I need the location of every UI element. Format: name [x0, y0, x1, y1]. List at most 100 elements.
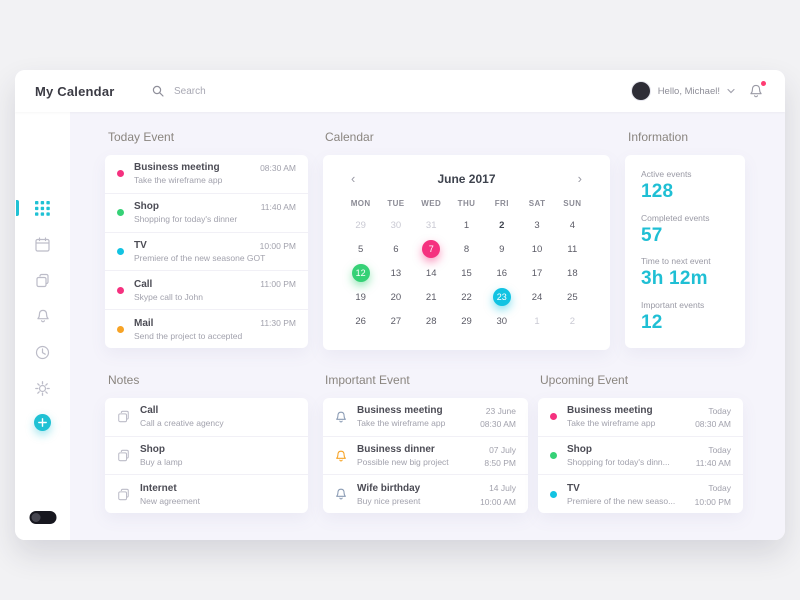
sidebar-item-settings[interactable] [33, 378, 53, 398]
note-row[interactable]: Call Call a creative agency [105, 398, 308, 437]
upcoming-event-row[interactable]: Shop Shopping for today's dinn... Today 11… [538, 437, 743, 476]
calendar-day[interactable]: 6 [393, 243, 399, 255]
important-event-row[interactable]: Wife birthday Buy nice present 14 July 10:… [323, 475, 528, 513]
calendar-day[interactable]: 2 [569, 315, 575, 327]
calendar-day[interactable]: 1 [534, 315, 540, 327]
note-row[interactable]: Shop Buy a lamp [105, 437, 308, 476]
important-event-row[interactable]: Business meeting Take the wireframe app 2… [323, 398, 528, 437]
user-avatar[interactable] [630, 81, 651, 101]
calendar-day[interactable]: 19 [355, 291, 366, 303]
calendar-day[interactable]: 15 [461, 267, 472, 279]
calendar-day[interactable]: 1 [463, 219, 470, 231]
event-time: 11:30 PM [260, 318, 296, 329]
day-name: TUE [387, 199, 405, 208]
important-event-row[interactable]: Business dinner Possible new big project … [323, 437, 528, 476]
event-date: 23 June [485, 406, 516, 416]
calendar-next-button[interactable]: › [577, 171, 582, 186]
stat-value: 128 [641, 181, 674, 202]
event-date: Today [708, 483, 731, 494]
calendar-day[interactable]: 26 [355, 315, 366, 327]
bell-icon [335, 410, 347, 424]
add-button[interactable] [34, 414, 51, 431]
calendar-day[interactable]: 28 [425, 315, 437, 327]
event-row[interactable]: TV Premiere of the new seasone GOT 10:00 … [105, 233, 308, 272]
calendar-day[interactable]: 30 [496, 315, 508, 327]
main-content: Today Event Business meeting Take the wir… [70, 112, 785, 540]
calendar-day[interactable]: 5 [357, 243, 364, 255]
calendar-day[interactable]: 9 [499, 243, 505, 255]
calendar-day[interactable]: 27 [390, 315, 402, 327]
event-title: Business meeting [357, 405, 443, 417]
calendar-day[interactable]: 31 [425, 219, 437, 231]
calendar-day[interactable]: 22 [461, 291, 472, 303]
event-row[interactable]: Shop Shopping for today's dinner 11:40 AM [105, 194, 308, 233]
stat-value: 57 [641, 224, 663, 246]
calendar-day[interactable]: 2 [499, 219, 505, 231]
calendar-day[interactable]: 3 [534, 219, 540, 231]
calendar-day[interactable]: 23 [484, 288, 519, 306]
sidebar-item-calendar[interactable] [33, 234, 53, 254]
chevron-down-icon [727, 88, 735, 94]
calendar-day[interactable]: 20 [390, 291, 402, 303]
theme-toggle[interactable] [29, 511, 56, 524]
sidebar-item-history[interactable] [33, 342, 53, 362]
calendar-card: ‹ June 2017 › MON TUE WED THU FRI SAT SU… [323, 155, 610, 350]
event-row[interactable]: Call Skype call to John 11:00 PM [105, 271, 308, 311]
calendar-day[interactable]: 21 [425, 291, 437, 303]
event-desc: Possible new big project [357, 457, 449, 467]
calendar-day[interactable]: 7 [414, 240, 449, 258]
event-title: Mail [134, 317, 154, 329]
event-title: Business meeting [134, 162, 220, 174]
search-input[interactable] [172, 84, 306, 98]
event-date: 14 July [489, 483, 516, 494]
upcoming-event-row[interactable]: Business meeting Take the wireframe app T… [538, 398, 743, 437]
upcoming-event-heading: Upcoming Event [540, 373, 629, 387]
calendar-day[interactable]: 4 [569, 219, 575, 231]
calendar-day[interactable]: 29 [461, 315, 472, 327]
event-time: 11:00 PM [260, 279, 296, 290]
note-icon [117, 410, 130, 423]
calendar-day[interactable]: 14 [425, 267, 437, 279]
upcoming-event-card: Business meeting Take the wireframe app T… [538, 398, 743, 513]
calendar-day-highlight: 12 [351, 264, 370, 282]
event-row[interactable]: Mail Send the project to accepted 11:30 P… [105, 310, 308, 348]
sidebar-item-notes[interactable] [33, 270, 53, 290]
note-row[interactable]: Internet New agreement [105, 475, 308, 513]
calendar-day[interactable]: 18 [567, 267, 578, 279]
event-color-dot [117, 325, 124, 333]
calendar-day[interactable]: 12 [343, 264, 378, 282]
calendar-day[interactable]: 17 [531, 267, 543, 279]
event-desc: Send the project to accepted [134, 330, 243, 341]
calendar-day[interactable]: 25 [567, 291, 578, 303]
calendar-day[interactable]: 10 [531, 243, 543, 255]
event-desc: Premiere of the new seasone GOT [134, 252, 266, 263]
day-name: MON [350, 199, 371, 208]
calendar-day[interactable]: 13 [390, 267, 402, 279]
sidebar-item-apps[interactable] [15, 198, 53, 218]
event-title: Business meeting [567, 405, 653, 417]
upcoming-event-row[interactable]: TV Premiere of the new seaso... Today 10:0… [538, 475, 743, 513]
calendar-day[interactable]: 29 [355, 219, 366, 231]
calendar-day[interactable]: 16 [496, 267, 508, 279]
clock-icon [35, 345, 50, 360]
sidebar-item-notifications[interactable] [33, 306, 53, 326]
event-time: 08:30 AM [480, 419, 516, 430]
user-menu[interactable]: Hello, Michael! [630, 81, 735, 101]
important-event-card: Business meeting Take the wireframe app 2… [323, 398, 528, 513]
notification-badge [761, 81, 766, 86]
toggle-knob [31, 513, 40, 522]
event-time: 10:00 AM [480, 496, 516, 507]
calendar-day[interactable]: 11 [567, 243, 578, 255]
calendar-day[interactable]: 24 [531, 291, 543, 303]
notifications-button[interactable] [749, 81, 766, 99]
calendar-day[interactable]: 8 [463, 243, 470, 255]
event-title: Shop [134, 201, 159, 213]
calendar-prev-button[interactable]: ‹ [351, 171, 356, 186]
event-desc: Shopping for today's dinner [134, 214, 238, 225]
bell-icon [335, 487, 347, 501]
user-greeting: Hello, Michael! [657, 85, 720, 97]
calendar-day[interactable]: 30 [390, 219, 402, 231]
notes-icon [35, 273, 50, 288]
search-box[interactable] [152, 70, 306, 112]
event-row[interactable]: Business meeting Take the wireframe app 0… [105, 155, 308, 194]
